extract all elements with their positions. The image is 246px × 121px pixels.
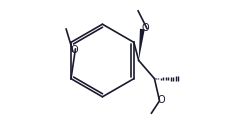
Text: O: O: [141, 23, 149, 33]
Polygon shape: [139, 29, 145, 60]
Text: O: O: [70, 45, 78, 55]
Text: O: O: [157, 95, 165, 105]
